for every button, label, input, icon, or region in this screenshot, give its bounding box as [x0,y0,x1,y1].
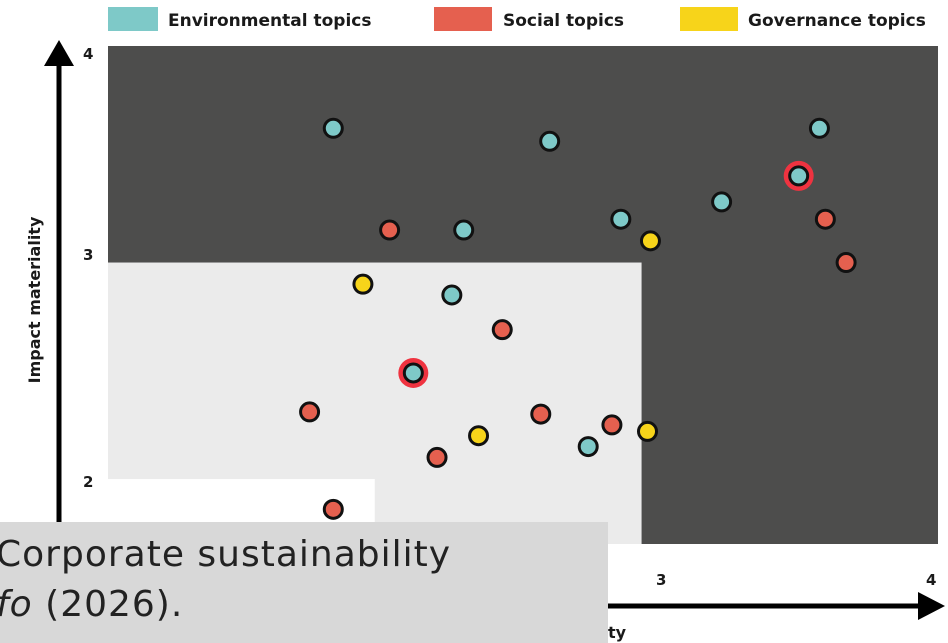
y-axis-arrowhead [44,40,74,66]
point-governance-3 [637,420,658,442]
point-environmental-5 [610,208,632,230]
point-social-1 [814,208,836,230]
caption-year: (2026). [32,584,184,625]
point-environmental-9 [577,436,599,458]
point-social-0 [379,219,401,241]
legend-label-environmental: Environmental topics [168,11,371,31]
point-environmental-6 [453,219,475,241]
y-tick-4: 4 [83,45,93,63]
x-tick-4: 4 [926,571,936,589]
point-environmental-2 [808,117,830,139]
point-environmental-3 [788,165,810,187]
point-governance-2 [468,425,490,447]
x-axis: 3 4 ty [560,571,945,642]
y-tick-2: 2 [83,473,93,491]
point-social-3 [491,319,513,341]
caption-overlay [0,522,608,643]
point-social-6 [601,414,623,436]
legend-swatch-social [434,7,492,31]
legend-swatch-governance [680,7,738,31]
point-social-7 [426,446,448,468]
point-environmental-4 [711,191,733,213]
y-axis: Impact materiality 4 3 2 [25,40,93,600]
legend-label-governance: Governance topics [748,11,926,31]
x-tick-3: 3 [656,571,666,589]
legend-swatch-environmental [108,7,158,31]
y-tick-3: 3 [83,246,93,264]
x-axis-arrowhead [918,592,945,620]
data-points [299,117,857,520]
legend-label-social: Social topics [503,11,624,31]
point-governance-1 [352,273,374,295]
point-social-2 [835,252,857,274]
point-social-4 [299,401,321,423]
point-social-8 [322,498,344,520]
caption-line-1: Corporate sustainability [0,534,452,575]
caption-italic-fragment: fo [0,584,33,625]
legend: Environmental topics Social topics Gover… [108,7,926,31]
point-governance-0 [639,230,661,252]
y-axis-title: Impact materiality [25,216,44,383]
point-environmental-7 [441,284,463,306]
point-environmental-0 [322,117,344,139]
x-axis-title-fragment: ty [608,623,627,642]
point-social-5 [530,403,552,425]
caption-line-2: fo (2026). [0,584,183,625]
point-environmental-8 [402,362,424,384]
point-environmental-1 [539,130,561,152]
